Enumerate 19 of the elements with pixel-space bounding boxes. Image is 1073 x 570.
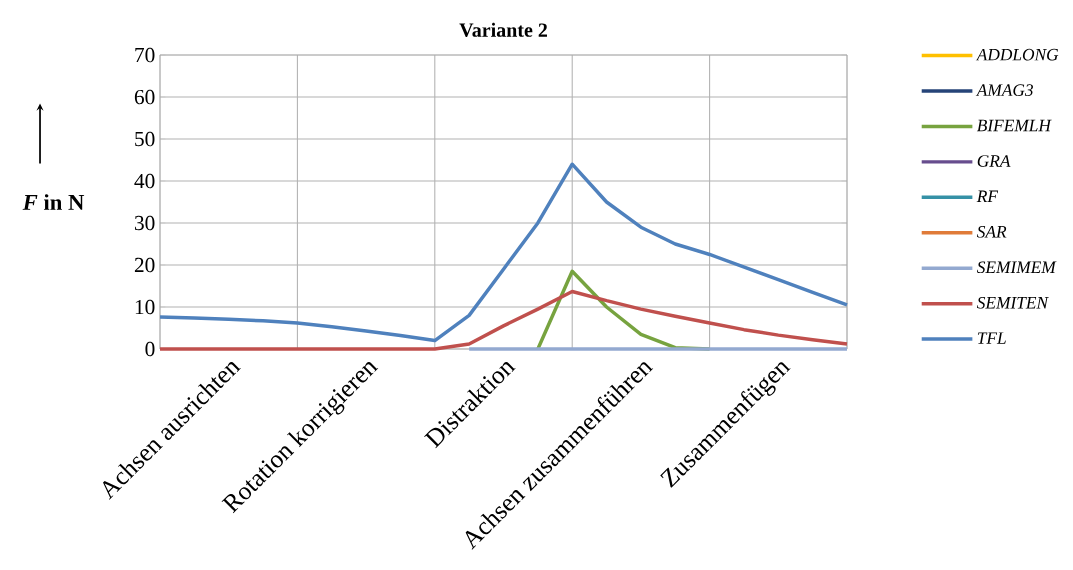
legend-label: GRA (977, 155, 1011, 167)
legend-label: SAR (976, 225, 1007, 238)
legend-label: RF (976, 190, 999, 202)
y-axis-title: F in N (22, 194, 85, 210)
y-tick-label: 10 (135, 299, 155, 315)
y-tick-label: 0 (145, 341, 155, 357)
y-tick-label: 50 (135, 131, 155, 147)
legend-label: SEMITEN (976, 296, 1049, 309)
y-tick-label: 60 (134, 89, 155, 105)
legend-label: SEMIMEM (976, 261, 1057, 274)
legend-label: TFL (977, 332, 1006, 344)
legend-label: BIFEMLH (976, 119, 1052, 132)
chart-title: Variante 2 (459, 22, 547, 37)
legend-label: ADDLONG (975, 48, 1059, 61)
legend-label: AMAG3 (975, 84, 1033, 96)
y-tick-label: 40 (134, 173, 155, 189)
y-tick-label: 70 (135, 47, 155, 63)
y-tick-label: 30 (134, 215, 155, 231)
y-tick-label: 20 (134, 257, 155, 273)
